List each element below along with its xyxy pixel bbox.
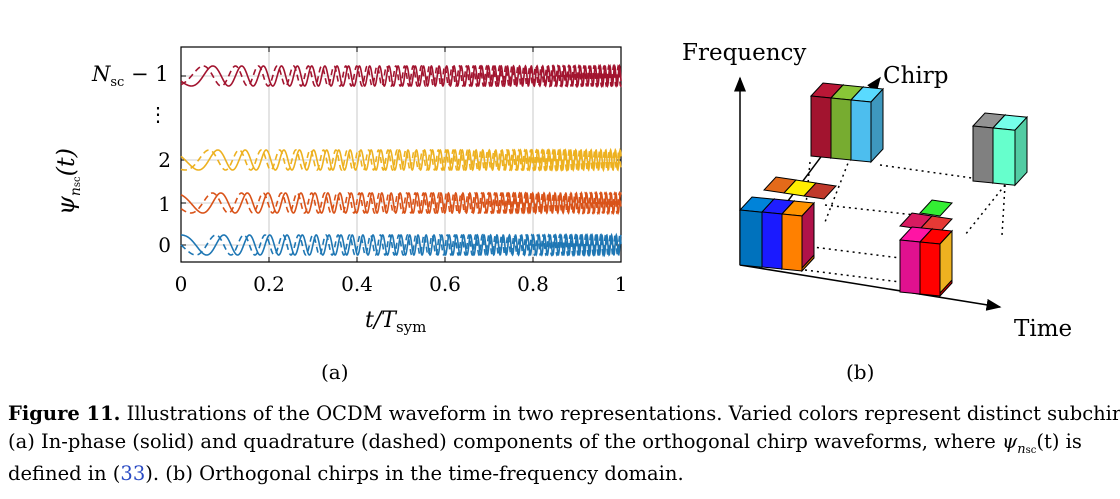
block-right-gold-side (939, 229, 953, 295)
block-mid-sky-blue-side (870, 87, 884, 164)
block-left-orange-front (781, 213, 803, 272)
time-axis (739, 264, 1002, 311)
block-mid-sky-blue-front (850, 99, 872, 163)
y-tick-2: 2 (158, 148, 171, 172)
y-tick-0: 0 (158, 233, 171, 257)
waveform-1-quadrature (180, 190, 622, 216)
x-tick-0.4: 0.4 (341, 272, 373, 296)
block-left-deep-blue-front (761, 211, 783, 270)
x-axis-label: t/Tsym (365, 308, 427, 336)
y-tick-1: 1 (158, 192, 171, 216)
panel-a-chart (180, 46, 622, 263)
block-right-red-front (919, 241, 941, 297)
cube-blocks (738, 82, 1029, 298)
figure-caption: Figure 11. Illustrations of the OCDM wav… (8, 400, 1120, 488)
panel-b-diagram (734, 76, 1029, 311)
block-mid-green-front (830, 97, 852, 161)
waveform-2-in-phase (180, 147, 622, 173)
waveform-0-quadrature (180, 232, 622, 258)
equation-ref-link[interactable]: 33 (120, 462, 146, 485)
waveform-1-in-phase (180, 190, 622, 216)
block-left-crimson-side (801, 201, 815, 270)
x-tick-0.2: 0.2 (253, 272, 285, 296)
block-right-gray-front (972, 125, 994, 184)
x-tick-0: 0 (174, 272, 188, 296)
block-left-blue-front (739, 209, 763, 268)
chart-a-plot-area (180, 46, 622, 263)
waveform-0-in-phase (181, 232, 622, 258)
block-right-aqua-front (992, 127, 1016, 186)
caption-line-1: Figure 11. Illustrations of the OCDM wav… (8, 402, 1120, 425)
y-tick-ellipsis: ⋮ (148, 102, 168, 126)
panel-a-label: (a) (321, 360, 349, 384)
caption-line-2: (a) In-phase (solid) and quadrature (das… (8, 430, 1082, 457)
waveform-2-quadrature (180, 147, 622, 173)
frequency-label: Frequency (682, 40, 807, 66)
block-mid-dark-red-front (810, 95, 832, 159)
y-axis-label: ψnsc(t) (52, 148, 84, 215)
caption-line-3: defined in (33). (b) Orthogonal chirps i… (8, 462, 684, 485)
block-right-magenta-front (899, 239, 921, 295)
x-tick-0.6: 0.6 (429, 272, 461, 296)
x-tick-1: 1 (614, 272, 628, 296)
panel-b-label: (b) (846, 360, 875, 384)
block-right-top-green (918, 199, 954, 217)
y-tick-nsc: Nsc − 1 (92, 62, 169, 90)
waveform-nsc1-quadrature (180, 63, 622, 89)
x-tick-0.8: 0.8 (517, 272, 549, 296)
time-label: Time (1014, 316, 1073, 342)
chirp-label: Chirp (883, 63, 949, 89)
block-left-top-red (802, 182, 838, 200)
